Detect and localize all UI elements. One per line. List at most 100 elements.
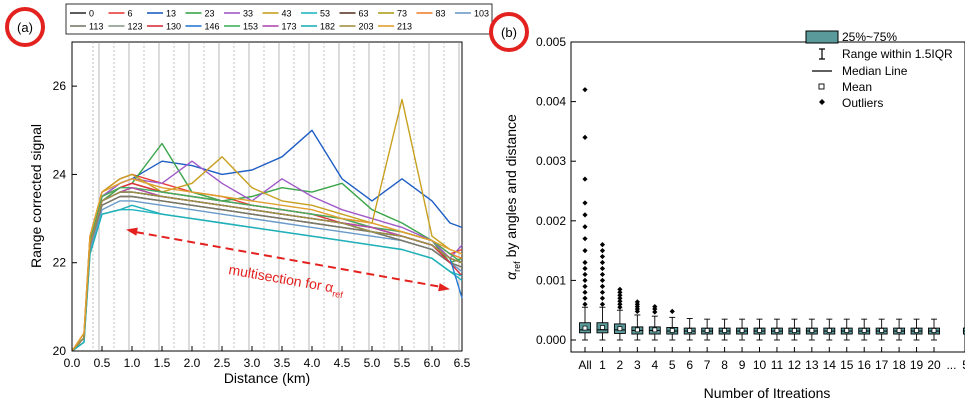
x-tick-label: 5.5 — [394, 356, 411, 370]
panel-a-ylabel: Range corrected signal — [28, 124, 44, 268]
panel-b-xlabel: Number of Itreations — [704, 385, 831, 401]
outlier-point — [599, 289, 606, 295]
outlier-point — [582, 236, 588, 242]
x-tick-label: 1.0 — [124, 356, 141, 370]
x-tick-label: 6.5 — [454, 356, 471, 370]
b-x-tick-label: 11 — [771, 358, 784, 372]
b-y-tick-label: 0.004 — [536, 95, 566, 109]
b-x-tick-label: 7 — [704, 358, 711, 372]
box-19 — [910, 318, 923, 341]
mean-marker — [722, 328, 727, 333]
box-8 — [718, 318, 731, 341]
b-y-tick-label: 0.002 — [536, 214, 566, 228]
legend-mean-label: Mean — [842, 80, 872, 94]
legend-box-swatch — [805, 30, 839, 44]
b-y-tick-label: 0.003 — [536, 154, 566, 168]
legend-box-label: 25%~75% — [842, 30, 897, 44]
box-11 — [771, 318, 783, 341]
b-y-tick-label: 0.005 — [536, 35, 566, 49]
panel-a-axes: 0.0 0.5 1.0 1.5 2.0 2.5 3.0 3.5 4.0 4.5 5.0 5.5 6.0 6… — [53, 79, 471, 370]
box-7 — [701, 318, 714, 341]
legend-label-182: 182 — [320, 22, 335, 32]
b-y-tick-label: 0.001 — [536, 273, 566, 287]
multisection-arrow — [126, 227, 450, 292]
x-tick-label: 3.0 — [244, 356, 261, 370]
b-x-tick-label: 4 — [651, 358, 658, 372]
b-x-tick-label: 20 — [927, 358, 941, 372]
box-2 — [613, 286, 626, 341]
outlier-point — [634, 299, 640, 305]
box-14 — [823, 318, 836, 341]
outlier-point — [599, 283, 606, 289]
panel-b-ylabel-sub: ref — [512, 261, 522, 272]
outlier-point — [617, 304, 623, 310]
panel-b-badge-circle — [489, 12, 529, 52]
panel-a-badge-circle — [5, 7, 45, 47]
legend-label-6: 6 — [128, 9, 133, 19]
box-20 — [928, 318, 940, 341]
outlier-point — [582, 301, 588, 307]
legend-label-153: 153 — [243, 22, 258, 32]
panel-a-annotation-sub: ref — [331, 288, 344, 300]
box-3 — [631, 299, 644, 341]
series-line-182 — [71, 204, 463, 352]
box-17 — [875, 318, 888, 341]
b-x-tick-label: All — [578, 358, 591, 372]
mean-marker — [757, 328, 762, 333]
b-x-tick-label: 15 — [840, 358, 854, 372]
outlier-point — [599, 253, 606, 260]
outlier-point — [617, 286, 623, 292]
legend-label-213: 213 — [397, 22, 412, 32]
box-4 — [648, 304, 661, 341]
outlier-point — [582, 87, 588, 93]
legend-label-63: 63 — [359, 9, 369, 19]
x-tick-label: 5.0 — [364, 356, 381, 370]
mean-marker — [826, 328, 832, 333]
outlier-point — [617, 295, 623, 301]
legend-outlier-label: Outliers — [842, 96, 883, 110]
outlier-point — [582, 271, 588, 278]
b-x-tick-label: 12 — [788, 358, 802, 372]
outlier-point — [599, 242, 606, 248]
series-line-43 — [71, 98, 463, 352]
legend-label-146: 146 — [205, 22, 220, 32]
x-tick-label: 4.0 — [304, 356, 321, 370]
outlier-point — [582, 259, 588, 266]
legend-whisker-icon — [819, 48, 825, 60]
panel-b-ylabel-symbol: α — [503, 271, 519, 280]
b-x-tick-label: 14 — [823, 358, 837, 372]
b-x-tick-label: 6 — [686, 358, 693, 372]
outlier-point — [582, 212, 588, 218]
panel-b-boxes — [579, 87, 965, 341]
box-9 — [736, 318, 748, 341]
panel-a-xlabel: Distance (km) — [224, 370, 310, 386]
outlier-point — [652, 309, 658, 315]
panel-b-ylabel: αref by angles and distance — [503, 114, 522, 280]
legend-label-43: 43 — [282, 9, 292, 19]
outlier-point — [599, 271, 606, 278]
outlier-point — [582, 283, 588, 289]
outlier-point — [582, 200, 588, 206]
outlier-point — [582, 295, 588, 301]
box-10 — [753, 318, 766, 341]
b-x-tick-label: 16 — [858, 358, 872, 372]
legend-label-83: 83 — [436, 9, 446, 19]
mean-marker — [582, 325, 588, 331]
outlier-point — [599, 259, 606, 266]
mean-marker — [617, 326, 623, 332]
mean-marker — [931, 328, 937, 333]
mean-marker — [704, 328, 710, 333]
b-x-tick-label: 2 — [617, 358, 624, 372]
panel-a-vertical-lines — [92, 42, 460, 351]
b-x-tick-label: 19 — [910, 358, 924, 372]
b-x-tick-label: 50 — [962, 358, 965, 372]
mean-marker — [687, 328, 693, 333]
panel-a-legend-box — [65, 3, 493, 35]
legend-label-173: 173 — [282, 22, 297, 32]
outlier-point — [582, 277, 588, 283]
x-tick-label: 0.5 — [94, 356, 111, 370]
mean-marker — [879, 328, 885, 333]
mean-marker — [861, 328, 867, 333]
